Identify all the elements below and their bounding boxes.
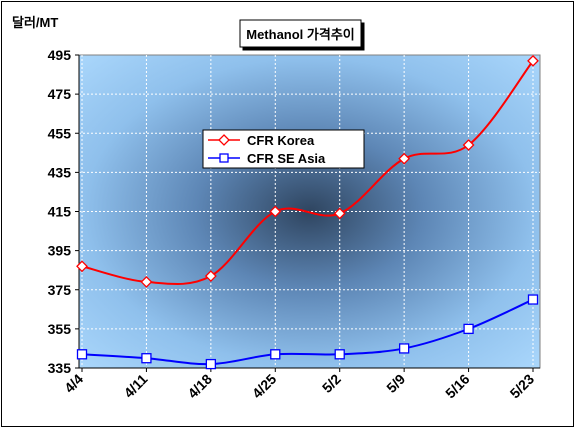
y-tick-label: 475 <box>48 86 72 102</box>
x-tick-label: 4/11 <box>121 371 151 401</box>
x-tick-label: 5/2 <box>319 371 344 396</box>
legend-item-korea: CFR Korea <box>208 133 315 148</box>
data-point-diamond <box>140 276 153 288</box>
series-line <box>81 298 534 366</box>
grid-lines <box>79 55 540 368</box>
legend: CFR Korea CFR SE Asia <box>202 129 365 169</box>
y-tick-label: 435 <box>48 164 72 180</box>
x-tick-label: 4/18 <box>184 371 215 402</box>
x-tick-labels: 4/4 4/11 4/18 4/25 5/2 5/9 5/16 5/23 <box>61 371 537 402</box>
data-point-diamond <box>76 260 88 273</box>
chart-title-box: Methanol 가격추이 <box>239 19 362 48</box>
y-tick-label: 395 <box>48 243 72 259</box>
data-point-square <box>398 343 410 354</box>
series <box>76 54 539 370</box>
unit-label: 달러/MT <box>12 15 58 30</box>
y-tick-label: 355 <box>48 321 72 337</box>
data-point-square <box>334 349 345 360</box>
legend-label-korea: CFR Korea <box>247 133 315 148</box>
x-tick-label: 5/23 <box>507 371 538 402</box>
axes <box>75 54 540 372</box>
x-tick-label: 5/16 <box>442 371 473 402</box>
y-tick-label: 495 <box>48 47 72 63</box>
data-point-square <box>463 323 474 335</box>
chart-title: Methanol 가격추이 <box>246 27 355 42</box>
data-point-diamond <box>462 139 475 151</box>
data-point-diamond <box>269 205 282 218</box>
y-tick-label: 335 <box>48 360 72 376</box>
data-point-square <box>205 358 217 370</box>
legend-diamond-marker <box>218 134 230 146</box>
data-point-square <box>270 349 281 360</box>
data-point-diamond <box>527 54 539 67</box>
series-cfr-korea <box>76 54 539 288</box>
legend-square-marker <box>219 153 229 163</box>
data-point-square <box>527 294 539 305</box>
data-point-diamond <box>398 152 411 165</box>
y-tick-label: 455 <box>48 125 72 141</box>
y-tick-label: 375 <box>48 282 72 298</box>
data-point-square <box>76 349 88 360</box>
data-point-square <box>141 353 152 364</box>
x-tick-label: 4/25 <box>249 371 280 402</box>
legend-item-se-asia: CFR SE Asia <box>208 151 326 166</box>
y-tick-label: 415 <box>48 204 72 220</box>
data-point-diamond <box>204 270 217 282</box>
x-tick-label: 5/9 <box>383 371 408 396</box>
data-point-diamond <box>333 207 346 220</box>
series-cfr-se-asia <box>76 294 539 370</box>
y-tick-labels: 335 355 375 395 415 435 455 475 495 <box>48 47 72 376</box>
legend-label-se-asia: CFR SE Asia <box>247 151 326 166</box>
